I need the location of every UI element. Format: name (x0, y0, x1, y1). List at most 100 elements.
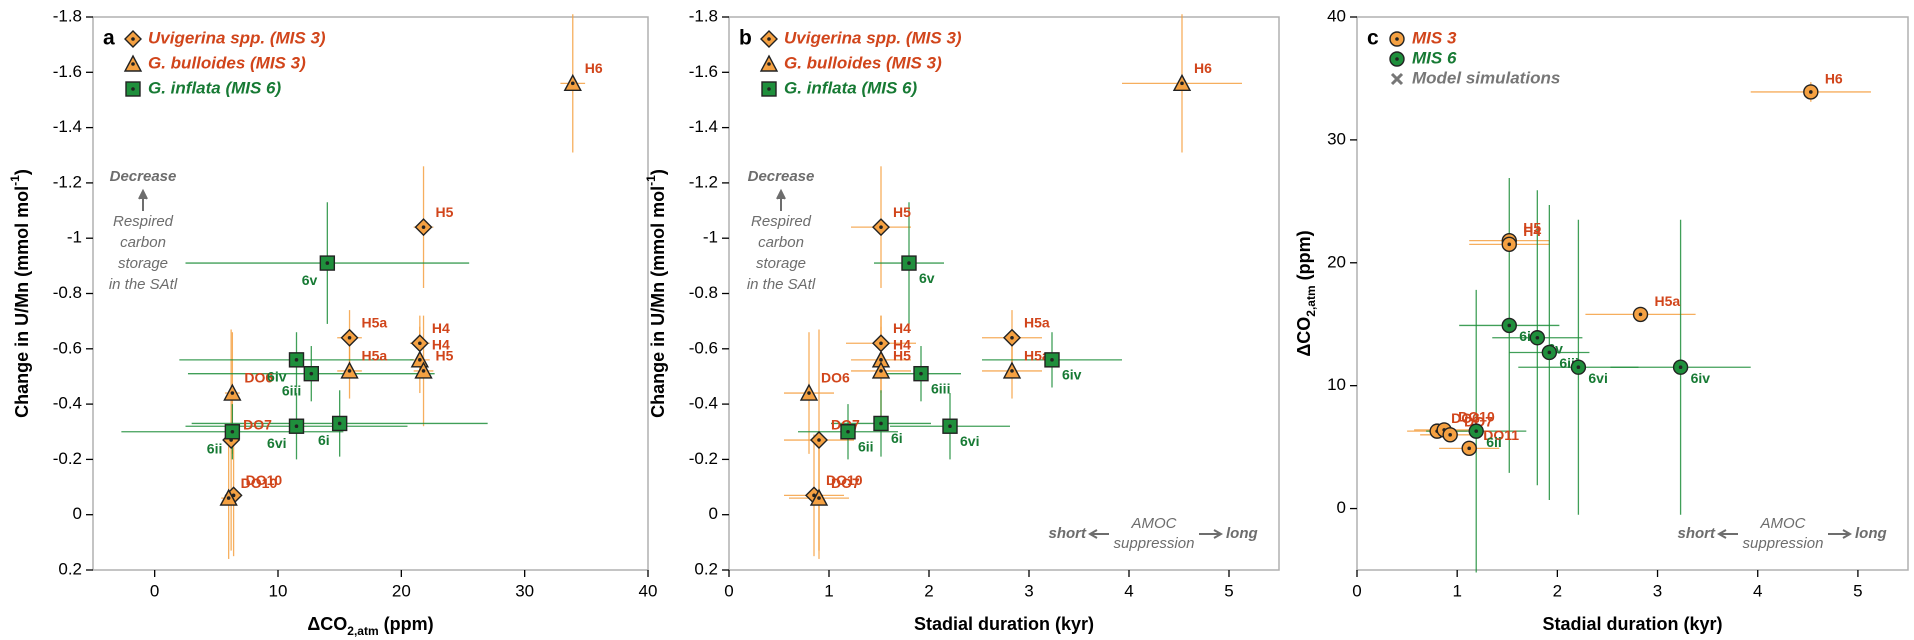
y-tick-label: -0.4 (53, 394, 82, 413)
panel-letter: b (739, 27, 752, 50)
x-tick-label: 0 (150, 581, 159, 600)
point-center (1576, 365, 1581, 370)
y-tick-label: -0.8 (53, 283, 82, 302)
point-center (230, 391, 235, 395)
point-label: H5a (1655, 293, 1681, 309)
point-label: H5 (1523, 219, 1541, 235)
point-center (294, 424, 299, 429)
point-center (337, 421, 342, 426)
point-label: H4 (1523, 223, 1541, 239)
legend-marker (1390, 72, 1404, 86)
panel-letter: c (1367, 27, 1379, 50)
point-label: H5 (436, 204, 454, 220)
point-center (1678, 365, 1683, 370)
annotation: AMOC (1760, 515, 1806, 532)
point-center (879, 341, 883, 346)
point-label: DO6 (1451, 410, 1480, 426)
point-center (1180, 81, 1184, 86)
point-label: H5a (1024, 314, 1050, 330)
plot-frame (1356, 16, 1909, 571)
point-label: 6ii (1486, 434, 1502, 450)
point-center (294, 358, 299, 362)
y-tick-label: -1.6 (53, 62, 82, 81)
y-tick-label: -1 (703, 228, 718, 247)
point-label: DO6 (821, 370, 850, 386)
point-center (309, 371, 314, 376)
axis-label-part: 2,atm (1304, 285, 1318, 316)
y-tick-label: -1.4 (689, 117, 718, 136)
y-tick-label: -1.2 (53, 172, 82, 191)
point-label: DO7 (243, 417, 272, 433)
point-label: H6 (585, 60, 603, 76)
x-tick-label: 1 (1452, 581, 1461, 600)
annotation: long (1855, 525, 1887, 542)
y-tick-label: -0.4 (689, 394, 718, 413)
y-tick-label: 20 (1327, 252, 1346, 271)
legend-label: Model simulations (1412, 68, 1560, 87)
x-tick-label: 30 (515, 581, 534, 600)
y-tick-label: 0 (73, 504, 82, 523)
point-center (948, 424, 952, 429)
axis-label-part: ΔCO (1294, 317, 1314, 357)
axis-label: Stadial duration (kyr) (914, 614, 1094, 634)
point-label: H5 (893, 348, 911, 364)
point-center (1050, 358, 1054, 362)
y-tick-label: -0.6 (689, 338, 718, 357)
x-tick-label: 0 (1352, 581, 1361, 600)
point-center (812, 493, 816, 498)
panel-letter: a (103, 27, 115, 50)
point-center (1474, 429, 1479, 433)
point-center (1507, 323, 1512, 328)
annotation: suppression (1743, 535, 1824, 552)
annotation: long (1226, 525, 1258, 542)
point-label: H4 (432, 337, 450, 353)
annotation: Respired (113, 213, 174, 230)
legend-label: G. bulloides (MIS 3) (148, 53, 306, 72)
x-tick-label: 3 (1024, 581, 1033, 600)
point-label: H5a (1024, 348, 1050, 364)
x-tick-label: 40 (639, 581, 658, 600)
point-label: 6ii (858, 438, 874, 454)
axis-label-part: Change in U/Mn (mmol mol (12, 186, 32, 418)
axis-label-part: (ppm) (1294, 230, 1314, 285)
legend-label: Uvigerina spp. (MIS 3) (148, 28, 326, 47)
annotation: in the SAtl (109, 276, 178, 293)
legend-label: G. inflata (MIS 6) (784, 78, 918, 97)
point-label: 6v (302, 272, 318, 288)
point-center (1809, 90, 1813, 94)
axis-label: ΔCO2,atm (ppm) (1294, 230, 1318, 356)
point-label: 6iv (1062, 367, 1082, 383)
point-label: 6i (318, 432, 330, 448)
point-label: 6vi (267, 435, 286, 451)
y-tick-label: 40 (1327, 6, 1346, 25)
axis-label: Stadial duration (kyr) (1542, 614, 1722, 634)
point-center (879, 369, 883, 373)
axis-label-part: Change in U/Mn (mmol mol (648, 186, 668, 418)
point-label: DO7 (831, 475, 860, 491)
point-label: 6iv (1691, 370, 1711, 386)
annotation: Decrease (110, 168, 177, 185)
point-center (907, 261, 911, 265)
axis-label: Change in U/Mn (mmol mol-1) (644, 169, 668, 418)
point-center (1467, 446, 1472, 451)
annotation: storage (118, 255, 168, 272)
point-center (879, 421, 883, 426)
point-label: DO10 (826, 472, 863, 488)
legend-label: G. bulloides (MIS 3) (784, 53, 942, 72)
y-tick-label: -0.6 (53, 338, 82, 357)
y-tick-label: 0 (1337, 498, 1346, 517)
x-tick-label: 2 (1553, 581, 1562, 600)
x-tick-label: 20 (392, 581, 411, 600)
point-center (1547, 350, 1552, 355)
annotation-arrow (776, 188, 786, 211)
annotation-arrow (138, 188, 148, 211)
annotation: carbon (120, 234, 166, 251)
point-center (1010, 335, 1014, 340)
y-tick-label: -0.8 (689, 283, 718, 302)
annotation: suppression (1114, 535, 1195, 552)
axis-label: ΔCO2,atm (ppm) (307, 614, 433, 638)
annotation: storage (756, 255, 806, 272)
x-tick-label: 4 (1753, 581, 1762, 600)
axis-label-part: 2,atm (347, 624, 378, 638)
